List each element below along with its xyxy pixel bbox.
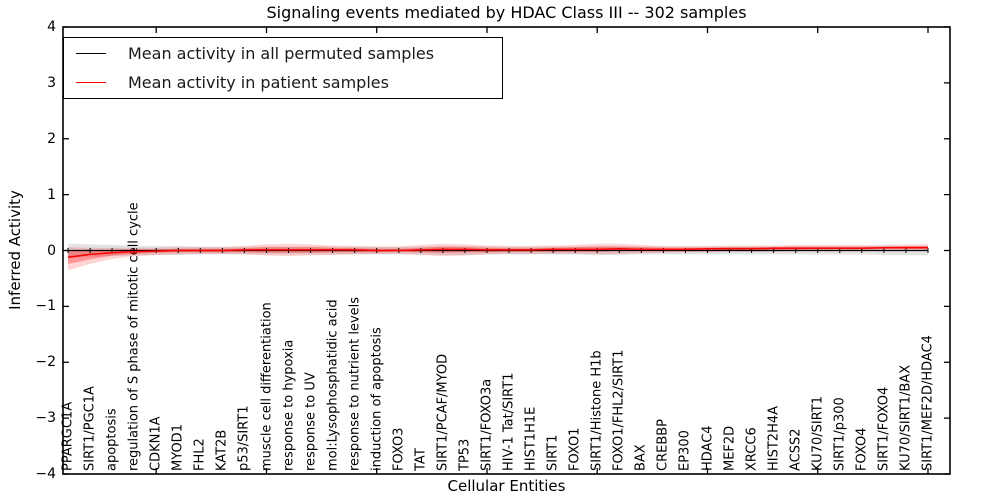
patient-mean-line — [67, 246, 928, 258]
legend-line-patient-icon — [76, 82, 106, 84]
legend: Mean activity in all permuted samples Me… — [63, 37, 503, 99]
chart-title: Signaling events mediated by HDAC Class … — [266, 3, 747, 22]
y-tick-label: 1 — [47, 186, 56, 203]
y-tick-label: 0 — [47, 242, 56, 259]
legend-label-patient: Mean activity in patient samples — [128, 73, 389, 93]
legend-row-patient: Mean activity in patient samples — [64, 69, 502, 97]
y-tick-label: −2 — [35, 354, 56, 371]
y-tick-label: −4 — [35, 466, 56, 482]
y-tick-label: 3 — [47, 74, 56, 91]
y-tick-label: 4 — [47, 19, 56, 35]
x-axis-label: Cellular Entities — [447, 477, 566, 495]
legend-label-permuted: Mean activity in all permuted samples — [128, 43, 435, 63]
y-tick-label: −1 — [35, 298, 56, 315]
y-tick-label: 2 — [47, 130, 56, 147]
y-tick-label: −3 — [35, 410, 56, 427]
legend-row-permuted: Mean activity in all permuted samples — [64, 39, 502, 67]
legend-line-permuted-icon — [76, 52, 106, 54]
